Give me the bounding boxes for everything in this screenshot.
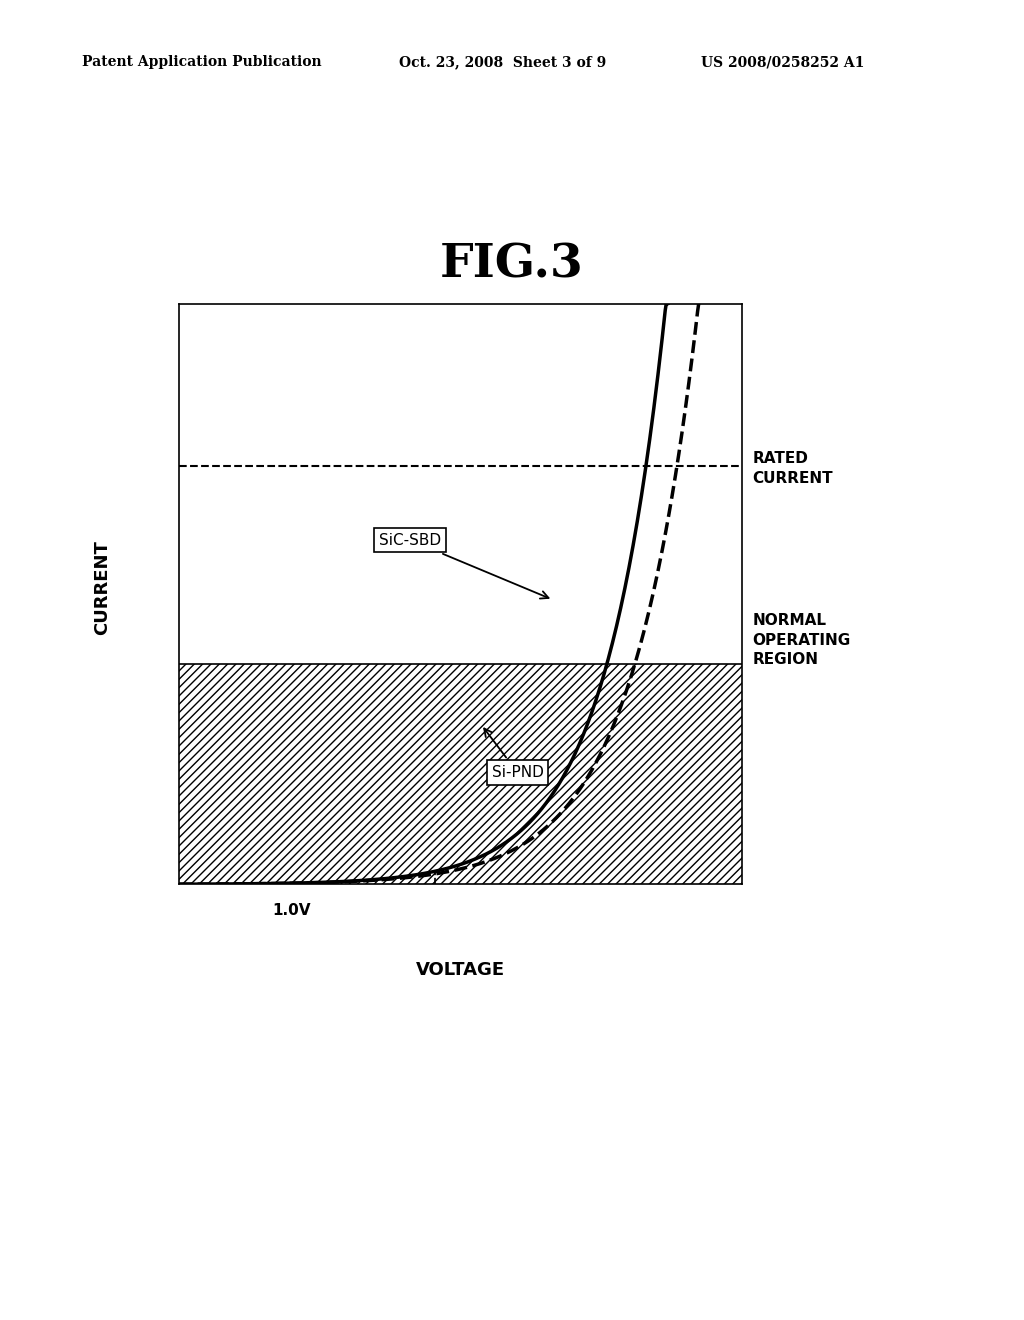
Text: 1.0V: 1.0V <box>272 903 311 917</box>
Text: US 2008/0258252 A1: US 2008/0258252 A1 <box>701 55 865 70</box>
Text: Oct. 23, 2008  Sheet 3 of 9: Oct. 23, 2008 Sheet 3 of 9 <box>399 55 606 70</box>
Text: NORMAL
OPERATING
REGION: NORMAL OPERATING REGION <box>753 612 851 668</box>
Text: CURRENT: CURRENT <box>93 540 112 635</box>
Text: VOLTAGE: VOLTAGE <box>416 961 506 979</box>
Text: RATED
CURRENT: RATED CURRENT <box>753 451 834 486</box>
Bar <box>179 664 742 884</box>
Text: FIG.3: FIG.3 <box>440 242 584 286</box>
Text: Si-PND: Si-PND <box>484 729 544 780</box>
Text: SiC-SBD: SiC-SBD <box>379 533 549 598</box>
Text: Patent Application Publication: Patent Application Publication <box>82 55 322 70</box>
